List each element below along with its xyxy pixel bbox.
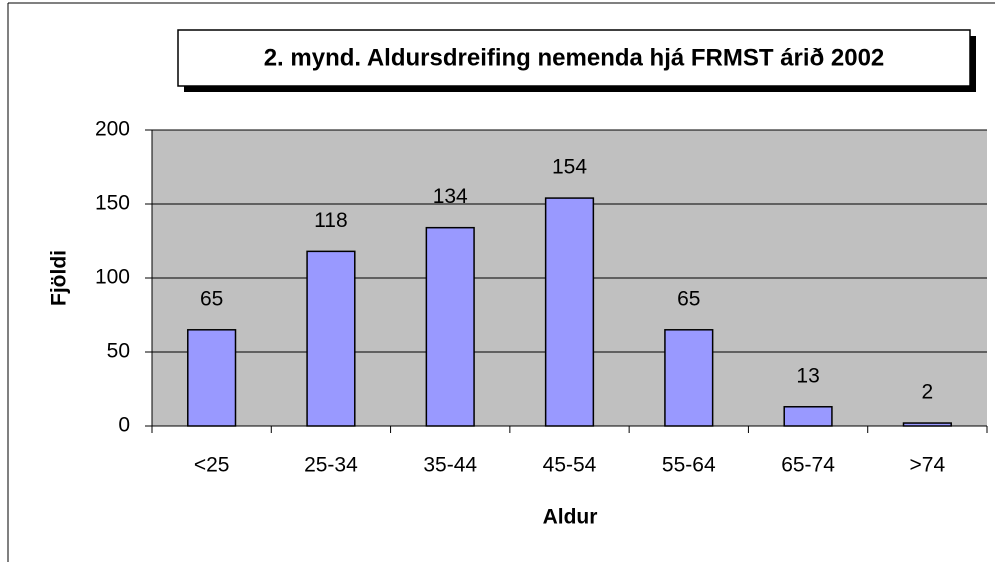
x-tick-label: 25-34 [304,454,358,477]
y-axis-label: Fjöldi [48,250,71,306]
x-tick-label: 55-64 [662,454,716,477]
chart-title: 2. mynd. Aldursdreifing nemenda hjá FRMS… [264,44,885,71]
y-tick-label: 150 [95,192,130,215]
bar [187,329,237,427]
x-tick-label: 45-54 [543,454,597,477]
data-label: 154 [552,156,587,179]
data-label: 65 [200,287,223,310]
title-box [177,29,971,87]
data-label: 118 [314,209,347,232]
bar [783,406,833,427]
y-tick-label: 200 [95,118,130,141]
data-label: 65 [677,287,700,310]
bar [902,422,952,427]
bar [425,226,475,427]
x-axis-label: Aldur [543,506,598,529]
data-label: 13 [796,364,819,387]
bar [664,329,714,427]
bar [544,197,595,427]
data-label: 134 [433,185,468,208]
data-label: 2 [922,381,934,404]
y-tick-label: 0 [118,414,130,437]
x-tick-label: 35-44 [423,454,477,477]
x-tick-label: >74 [910,454,946,477]
x-tick-label: 65-74 [781,454,835,477]
y-tick-label: 100 [95,266,130,289]
y-tick-label: 50 [107,340,130,363]
x-tick-label: <25 [194,454,230,477]
bar [306,250,356,427]
